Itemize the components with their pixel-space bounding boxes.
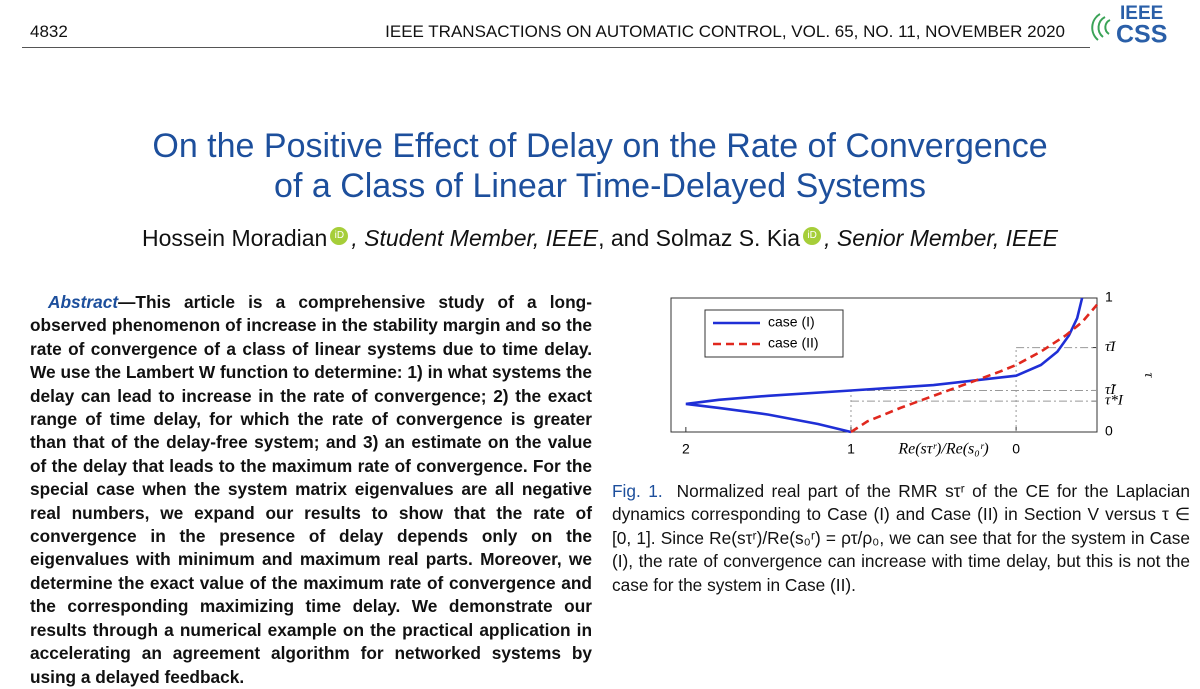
author: , and Solmaz S. Kia [598,225,801,251]
x-axis-label: Re(sτʳ)/Re(s₀ʳ) [897,441,988,458]
series-line [685,297,1084,434]
y-axis-label: τ [1141,372,1156,378]
page-number: 4832 [30,22,68,41]
legend-label: case (II) [768,335,819,351]
y-tick-label: τ*I [1105,393,1124,409]
y-tick-label: 0 [1105,423,1113,439]
figure-caption: Fig. 1. Normalized real part of the RMR s… [612,480,1190,597]
x-tick-label: 0 [1012,441,1020,457]
journal-line: IEEE TRANSACTIONS ON AUTOMATIC CONTROL, … [385,22,1065,41]
series-line [850,303,1098,434]
legend-label: case (I) [768,314,815,330]
abstract-label: Abstract [48,292,119,312]
logo-text: IEEE [1120,3,1163,24]
orcid-icon[interactable]: iD [330,227,349,245]
author: Hossein Moradian [141,225,328,251]
author-role: , Senior Member, IEEE [824,225,1059,251]
x-tick-label: 2 [682,441,690,457]
page: 4832 IEEE TRANSACTIONS ON AUTOMATIC CONT… [0,3,1200,687]
logo-text: CSS [1116,21,1167,49]
x-tick-label: 1 [847,441,855,457]
title-line: of a Class of Linear Time-Delayed System… [274,167,926,205]
author-role: , Student Member, IEEE [351,225,599,251]
authors: Hossein Moradian iD, Student Member, IEEE… [0,225,1200,252]
caption-label: Fig. 1. [612,481,663,501]
logo: IEEE CSS [1091,3,1167,49]
header-rule [22,47,1090,48]
legend-box [704,309,844,358]
plot-frame [670,297,1098,433]
y-tick-label: 1 [1105,289,1113,305]
figure: IEEE CSS 2 1 0 Re(sτʳ)/Re(s₀ʳ) 0 τ*Iτ̃I τ̄I 1 τ c… [670,3,1167,458]
title-line: On the Positive Effect of Delay on the R… [152,127,1048,165]
orcid-icon[interactable]: iD [803,227,822,245]
caption-text: Normalized real part of the RMR sτʳ of t… [612,481,1190,595]
y-tick-label: τ̄I [1105,339,1116,355]
abstract: Abstract—This article is a comprehensive… [30,291,592,689]
y-tick-label: τ̃I [1105,382,1116,398]
abstract-text: —This article is a comprehensive study o… [30,292,592,687]
